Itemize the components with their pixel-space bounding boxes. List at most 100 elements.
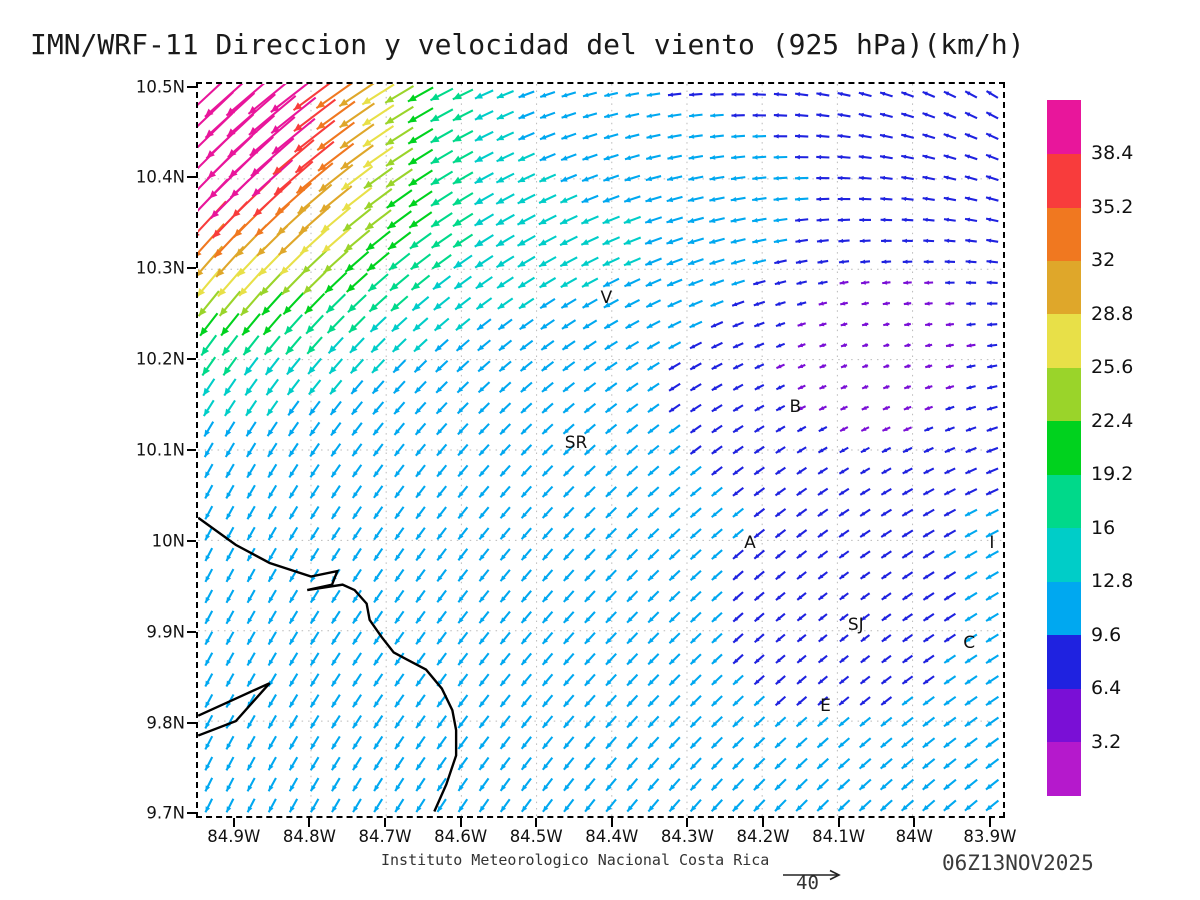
wind-vector	[605, 715, 617, 729]
wind-vector	[518, 131, 535, 141]
wind-vector	[457, 610, 469, 624]
wind-vector	[373, 589, 384, 604]
wind-vector	[817, 550, 829, 559]
wind-vector	[584, 611, 596, 624]
colorbar-band[interactable]	[1047, 741, 1081, 796]
x-axis-tick-mark	[459, 818, 462, 827]
colorbar-band[interactable]	[1047, 153, 1081, 208]
wind-vector	[498, 360, 512, 373]
wind-vector	[603, 319, 619, 330]
wind-vector	[647, 507, 660, 519]
wind-vector	[797, 322, 806, 327]
wind-vector	[625, 361, 639, 372]
wind-vector	[624, 154, 640, 161]
wind-vector	[668, 424, 681, 434]
x-axis-tick-mark	[837, 818, 840, 827]
wind-vector	[689, 320, 703, 329]
wind-vector	[288, 610, 299, 625]
y-axis-tick-mark	[187, 358, 196, 361]
wind-vector	[861, 301, 869, 306]
colorbar-band[interactable]	[1047, 474, 1081, 529]
colorbar[interactable]	[1047, 100, 1081, 796]
wind-vector	[753, 487, 766, 497]
wind-vector	[352, 610, 362, 625]
wind-vector	[478, 756, 490, 771]
wind-vector	[283, 314, 303, 335]
wind-vector	[436, 506, 447, 520]
colorbar-band[interactable]	[1047, 581, 1081, 636]
wind-vector	[326, 315, 345, 334]
wind-vector	[773, 196, 788, 202]
wind-vector	[985, 758, 1000, 770]
colorbar-band[interactable]	[1047, 688, 1081, 743]
wind-vector	[816, 133, 830, 139]
wind-vector	[605, 798, 617, 813]
wind-vector	[943, 758, 957, 770]
wind-vector	[752, 238, 767, 244]
wind-vector	[584, 736, 596, 750]
wind-vector	[584, 569, 596, 582]
wind-vector	[924, 301, 933, 306]
colorbar-band[interactable]	[1047, 634, 1081, 689]
wind-vector	[385, 168, 413, 188]
colorbar-band[interactable]	[1047, 100, 1081, 155]
wind-vector	[796, 446, 807, 454]
wind-vector	[773, 134, 788, 139]
wind-vector	[689, 632, 702, 644]
wind-vector	[688, 154, 704, 160]
wind-vector	[453, 275, 472, 290]
colorbar-band[interactable]	[1047, 420, 1081, 475]
plot-area[interactable]: V SR B A SJ C E I	[196, 82, 1005, 818]
wind-vector	[324, 271, 348, 294]
wind-vector	[559, 215, 578, 225]
wind-vector	[605, 673, 617, 687]
wind-vector	[228, 136, 274, 179]
wind-vector	[413, 359, 428, 373]
wind-vector	[249, 116, 296, 157]
x-axis-tick-label: 84.8W	[282, 827, 336, 846]
x-axis-tick-label: 84.2W	[736, 827, 790, 846]
wind-vector	[452, 192, 474, 206]
colorbar-tick-label: 25.6	[1091, 356, 1134, 379]
wind-vector	[308, 379, 322, 396]
wind-vector	[330, 756, 341, 771]
colorbar-band[interactable]	[1047, 527, 1081, 582]
wind-vector	[644, 236, 663, 245]
wind-vector	[222, 356, 238, 376]
wind-vector	[753, 570, 765, 581]
colorbar-band[interactable]	[1047, 206, 1081, 261]
wind-vector	[430, 129, 454, 144]
wind-vector	[340, 165, 374, 191]
wind-vector	[773, 155, 788, 160]
wind-vector	[774, 549, 786, 560]
wind-vector	[369, 316, 387, 333]
y-axis-tick-mark	[187, 176, 196, 179]
wind-vector	[688, 134, 703, 139]
wind-vector	[687, 216, 704, 224]
wind-vector	[795, 217, 809, 223]
wind-vector	[330, 526, 341, 541]
wind-vector	[817, 675, 828, 685]
wind-vector	[964, 591, 978, 601]
colorbar-band[interactable]	[1047, 367, 1081, 422]
wind-vector	[922, 799, 936, 812]
wind-vector	[818, 405, 827, 411]
wind-vector	[563, 715, 575, 729]
colorbar-band[interactable]	[1047, 260, 1081, 315]
wind-vector	[796, 695, 808, 706]
wind-vector	[647, 465, 660, 477]
wind-vector	[386, 189, 413, 209]
wind-vector	[838, 467, 850, 475]
wind-vector	[499, 694, 511, 708]
wind-vector	[295, 162, 334, 194]
wind-vector	[436, 610, 447, 624]
wind-vector	[881, 238, 892, 243]
wind-vector	[964, 550, 978, 559]
wind-vector	[837, 799, 851, 812]
wind-vector	[837, 196, 851, 202]
wind-vector	[581, 277, 599, 288]
wind-vector	[305, 314, 324, 335]
wind-vector	[351, 443, 363, 457]
colorbar-band[interactable]	[1047, 313, 1081, 368]
wind-vector	[520, 423, 533, 435]
